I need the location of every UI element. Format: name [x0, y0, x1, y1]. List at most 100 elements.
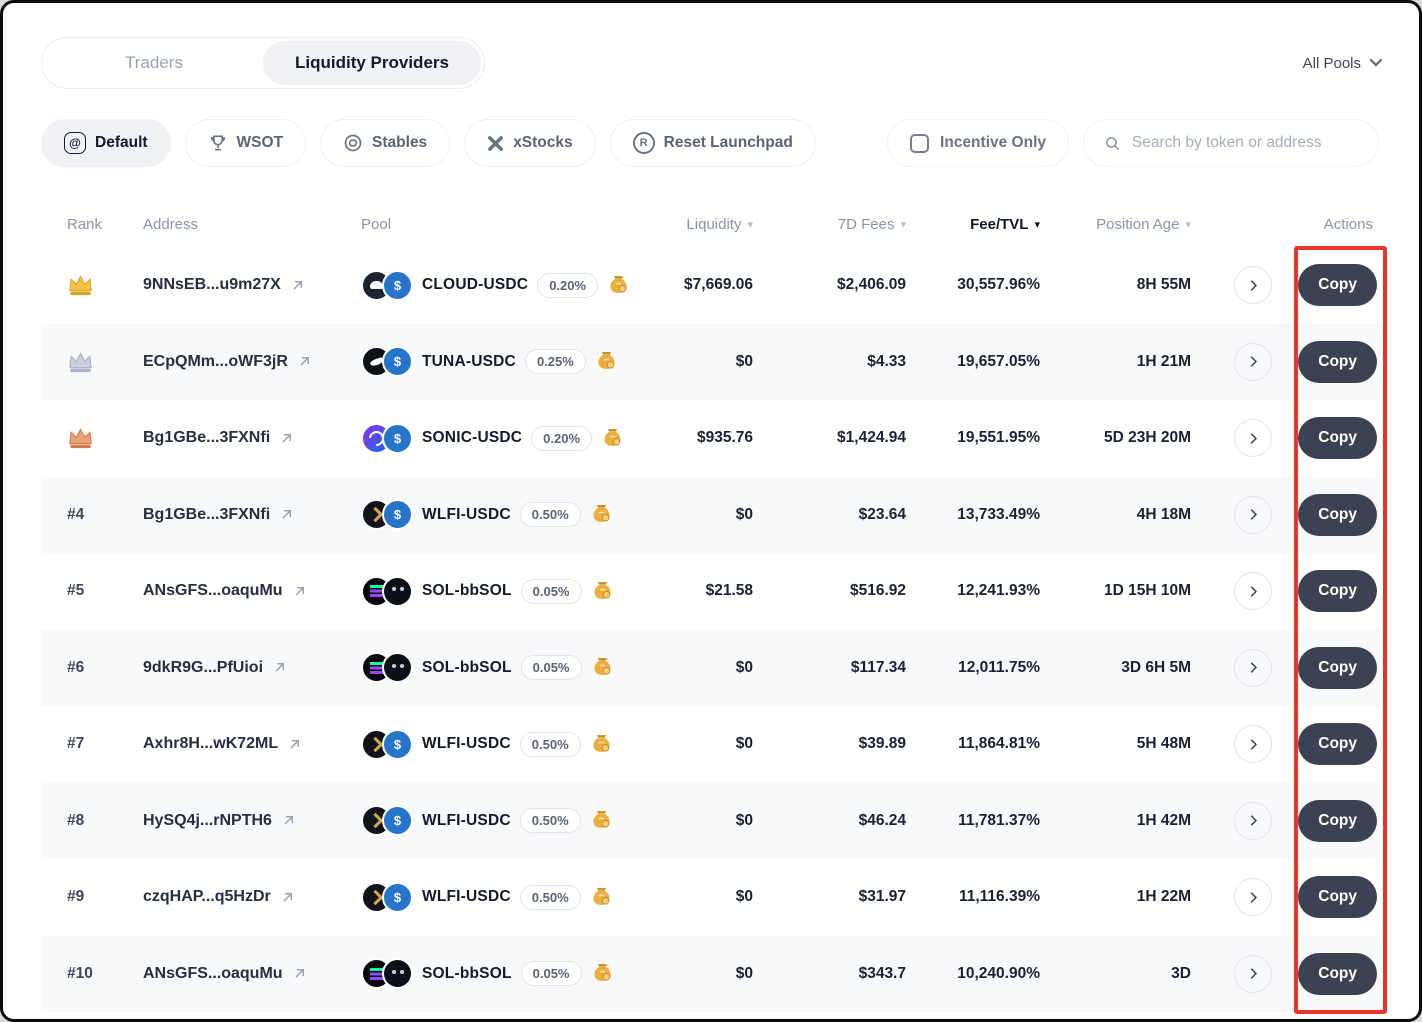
rank-cell: #6	[67, 659, 143, 677]
search-input[interactable]	[1131, 134, 1358, 152]
position-age-cell: 8H 55M	[1136, 276, 1191, 294]
filter-stables[interactable]: Stables	[320, 119, 451, 167]
expand-row-button[interactable]	[1234, 954, 1273, 993]
all-pools-dropdown[interactable]: All Pools	[1303, 53, 1383, 72]
header-position-age[interactable]: Position Age ▾	[1040, 216, 1191, 233]
expand-row-button[interactable]	[1234, 572, 1273, 611]
money-bag-icon	[593, 581, 611, 599]
actions-cell: Copy	[1191, 340, 1387, 383]
fee-tier-badge: 0.50%	[519, 731, 581, 757]
header-liquidity[interactable]: Liquidity ▾	[633, 216, 753, 233]
reset-launchpad-icon: R	[632, 132, 655, 154]
money-bag-icon	[598, 352, 615, 370]
expand-row-button[interactable]	[1234, 495, 1273, 534]
liquidity-cell: $7,669.06	[684, 276, 753, 294]
bbsol-token-icon	[382, 958, 413, 990]
expand-row-button[interactable]	[1234, 342, 1273, 381]
header-7d-fees[interactable]: 7D Fees ▾	[753, 216, 906, 233]
external-link-icon[interactable]	[297, 354, 312, 369]
pool-cell: $ WLFI-USDC 0.50%	[361, 499, 633, 531]
filter-xstocks[interactable]: xStocks	[464, 119, 596, 167]
external-link-icon[interactable]	[287, 737, 302, 752]
address-cell: Axhr8H...wK72ML	[143, 735, 361, 753]
address-cell: ANsGFS...oaquMu	[143, 582, 361, 600]
copy-button[interactable]: Copy	[1298, 723, 1377, 766]
fees-7d-cell: $516.92	[849, 582, 906, 600]
expand-row-button[interactable]	[1234, 419, 1273, 458]
actions-cell: Copy	[1191, 876, 1387, 919]
pool-token-icons: $	[361, 805, 413, 837]
tab-traders[interactable]: Traders	[45, 41, 263, 85]
top-bar: Traders Liquidity Providers All Pools	[3, 3, 1419, 89]
chevron-down-icon	[1369, 53, 1383, 66]
pool-cell: $ WLFI-USDC 0.50%	[361, 728, 633, 760]
chevron-right-icon	[1250, 815, 1257, 826]
copy-button[interactable]: Copy	[1298, 340, 1377, 383]
copy-button[interactable]: Copy	[1298, 570, 1377, 613]
fees-7d-cell: $23.64	[858, 505, 906, 523]
liquidity-cell: $0	[735, 811, 753, 829]
external-link-icon[interactable]	[280, 890, 295, 905]
liquidity-cell: $21.58	[705, 582, 753, 600]
filter-default[interactable]: @ Default	[41, 119, 171, 167]
money-bag-icon	[593, 505, 610, 523]
external-link-icon[interactable]	[272, 660, 287, 675]
gold-crown-icon	[69, 275, 92, 296]
expand-row-button[interactable]	[1234, 266, 1273, 305]
address-cell: HySQ4j...rNPTH6	[143, 812, 361, 830]
external-link-icon[interactable]	[281, 813, 296, 828]
rank-cell: #7	[67, 735, 143, 753]
pool-token-icons: $	[361, 422, 413, 454]
incentive-only-toggle[interactable]: Incentive Only	[887, 119, 1069, 167]
sort-arrow-icon: ▾	[900, 218, 906, 231]
filter-wsot[interactable]: WSOT	[184, 119, 307, 167]
copy-button[interactable]: Copy	[1298, 876, 1377, 919]
expand-row-button[interactable]	[1234, 725, 1273, 764]
external-link-icon[interactable]	[292, 584, 307, 599]
filter-reset-launchpad[interactable]: R Reset Launchpad	[609, 119, 816, 167]
expand-row-button[interactable]	[1234, 878, 1273, 917]
copy-button[interactable]: Copy	[1298, 952, 1377, 995]
liquidity-cell: $0	[735, 888, 753, 906]
silver-crown-icon	[69, 352, 92, 372]
expand-row-button[interactable]	[1234, 648, 1273, 687]
address-text: HySQ4j...rNPTH6	[143, 811, 272, 829]
search-box[interactable]	[1083, 119, 1379, 167]
external-link-icon[interactable]	[290, 278, 305, 293]
chevron-right-icon	[1250, 356, 1257, 367]
copy-button[interactable]: Copy	[1298, 799, 1377, 842]
copy-button[interactable]: Copy	[1298, 646, 1377, 689]
incentive-only-checkbox[interactable]	[910, 133, 930, 153]
table-row: #9 czqHAP...q5HzDr $ WLFI-USDC 0.50% $0 …	[41, 859, 1381, 936]
pool-token-icons: $	[361, 499, 413, 531]
copy-button[interactable]: Copy	[1298, 493, 1377, 536]
fees-7d-cell: $2,406.09	[837, 276, 906, 294]
tab-liquidity-providers[interactable]: Liquidity Providers	[263, 41, 481, 85]
money-bag-icon	[593, 964, 611, 982]
rank-number: #7	[67, 735, 85, 753]
actions-cell: Copy	[1191, 264, 1387, 307]
copy-button[interactable]: Copy	[1298, 417, 1377, 460]
table-row: 9NNsEB...u9m27X $ CLOUD-USDC 0.20% $7,66…	[41, 247, 1381, 324]
pool-cell: $ TUNA-USDC 0.25%	[361, 346, 633, 378]
pool-name: WLFI-USDC	[422, 735, 511, 753]
table-row: #10 ANsGFS...oaquMu SOL-bbSOL 0.05% $0 $…	[41, 935, 1381, 1012]
address-text: czqHAP...q5HzDr	[143, 888, 271, 906]
sort-arrow-icon: ▾	[1034, 218, 1040, 231]
actions-cell: Copy	[1191, 952, 1387, 995]
external-link-icon[interactable]	[279, 431, 294, 446]
address-cell: 9NNsEB...u9m27X	[143, 276, 361, 294]
copy-button[interactable]: Copy	[1298, 264, 1377, 307]
pool-name: WLFI-USDC	[422, 811, 511, 829]
pool-cell: $ SONIC-USDC 0.20%	[361, 422, 633, 454]
chevron-right-icon	[1250, 662, 1257, 673]
fee-tier-badge: 0.50%	[519, 808, 581, 834]
expand-row-button[interactable]	[1234, 801, 1273, 840]
chevron-right-icon	[1250, 280, 1257, 291]
external-link-icon[interactable]	[279, 507, 294, 522]
header-fee-tvl[interactable]: Fee/TVL ▾	[906, 216, 1040, 233]
money-bag-icon	[593, 658, 611, 676]
trophy-icon	[210, 135, 225, 151]
external-link-icon[interactable]	[292, 966, 307, 981]
